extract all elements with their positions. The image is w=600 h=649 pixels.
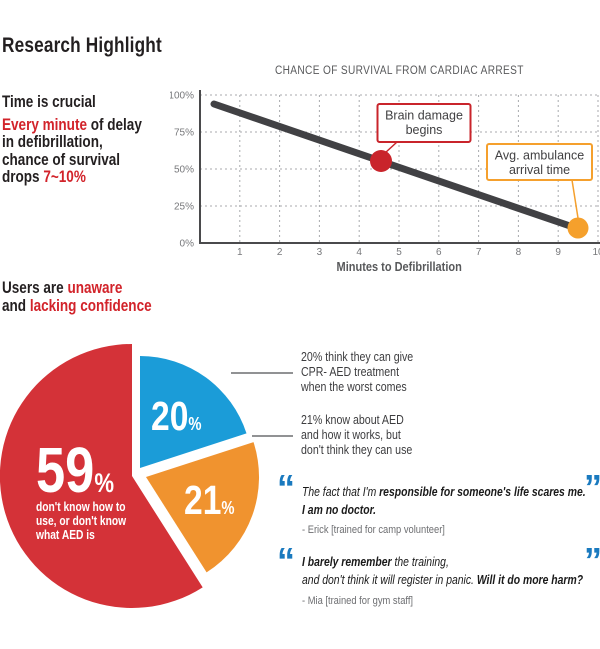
- quote1-attribution: - Erick [trained for camp volunteer]: [302, 524, 445, 536]
- highlight-every-minute: Every minute: [2, 116, 87, 134]
- time-paragraph-line1: Every minute of delay: [2, 116, 142, 134]
- x-axis-ticks: 1 2 3 4 5 6 7 8 9 10: [237, 247, 600, 258]
- quote2-close-mark: ”: [584, 543, 600, 579]
- pie-label-21: 21%: [184, 477, 235, 523]
- awareness-line2: and lacking confidence: [2, 296, 152, 315]
- x-tick-7: 7: [476, 247, 482, 258]
- brain-callout-line1: Brain damage: [385, 109, 463, 123]
- time-paragraph: Every minute of delay in defibrillation,…: [2, 116, 142, 186]
- pie-label-59: 59%: [36, 434, 115, 506]
- x-tick-5: 5: [396, 247, 402, 258]
- ambulance-callout-line2: arrival time: [509, 163, 570, 177]
- chart-grid: [200, 94, 599, 242]
- survival-trend-line: [210, 100, 574, 230]
- y-tick-25: 25%: [174, 202, 194, 213]
- stat-note-20pct: 20% think they can give CPR- AED treatme…: [301, 350, 414, 394]
- x-tick-6: 6: [436, 247, 442, 258]
- quote1-close-mark: ”: [584, 470, 600, 506]
- quote2-open-mark: “: [277, 540, 295, 581]
- ambulance-callout-box: [486, 143, 593, 181]
- highlight-unaware: unaware: [67, 279, 123, 297]
- x-tick-3: 3: [317, 247, 323, 258]
- awareness-note: Users are unaware and lacking confidence: [2, 279, 152, 315]
- stat-note-21pct: 21% know about AED and how it works, but…: [301, 413, 413, 457]
- x-tick-1: 1: [237, 247, 243, 258]
- y-tick-75: 75%: [174, 128, 194, 139]
- highlight-drop-rate: 7~10%: [43, 167, 86, 186]
- quote1-text: The fact that I'm responsible for someon…: [302, 484, 586, 517]
- ambulance-callout-leader: [571, 179, 579, 219]
- x-tick-10: 10: [592, 247, 600, 258]
- pie-slice-21: [146, 442, 260, 573]
- highlight-lacking-confidence: lacking confidence: [29, 296, 152, 315]
- page-title: Research Highlight: [2, 34, 162, 57]
- aed-awareness-pie-chart: [0, 344, 293, 608]
- brain-callout-line2: begins: [406, 123, 443, 137]
- time-paragraph-line3: chance of survival: [2, 150, 121, 169]
- x-tick-9: 9: [555, 247, 561, 258]
- brain-callout-leader: [384, 141, 398, 154]
- ambulance-callout-line1: Avg. ambulance: [495, 149, 584, 163]
- chart-axes: [199, 90, 600, 244]
- line-chart-title: CHANCE OF SURVIVAL FROM CARDIAC ARREST: [274, 65, 524, 77]
- survival-line-chart: Brain damage begins Avg. ambulance arriv…: [170, 90, 600, 258]
- awareness-line1: Users are unaware: [2, 279, 123, 297]
- x-tick-8: 8: [516, 247, 522, 258]
- brain-callout-box: [376, 103, 472, 143]
- y-tick-100: 100%: [170, 91, 194, 102]
- y-tick-50: 50%: [174, 165, 194, 176]
- y-axis-ticks: 100% 75% 50% 25% 0%: [170, 91, 194, 250]
- ambulance-arrival-point: [567, 217, 589, 239]
- quote1-open-mark: “: [277, 467, 295, 508]
- x-tick-4: 4: [356, 247, 362, 258]
- time-paragraph-line4: drops 7~10%: [2, 167, 86, 186]
- pie-label-20: 20%: [151, 393, 202, 439]
- pie-label-59-description: don't know how to use, or don't know wha…: [36, 500, 127, 543]
- pie-slice-20: [140, 356, 247, 468]
- quote2-text: I barely remember the training, and don'…: [302, 554, 584, 587]
- x-tick-2: 2: [277, 247, 283, 258]
- time-paragraph-line2: in defibrillation,: [2, 133, 103, 152]
- brain-damage-point: [370, 150, 392, 172]
- line-chart-xlabel: Minutes to Defibrillation: [336, 260, 462, 274]
- quote2-attribution: - Mia [trained for gym staff]: [302, 595, 414, 607]
- time-headline: Time is crucial: [2, 93, 96, 111]
- pie-slice-59: [0, 344, 203, 608]
- y-tick-0: 0%: [180, 239, 195, 250]
